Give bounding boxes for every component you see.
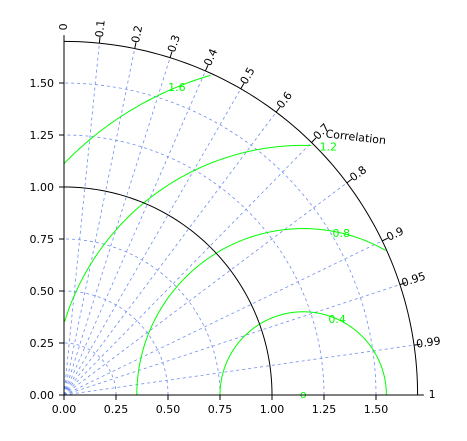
correlation-tick — [169, 51, 173, 58]
correlation-tick-label: 1 — [429, 388, 436, 401]
correlation-tick-label: 0.99 — [415, 334, 441, 350]
y-tick-label: 1.50 — [30, 77, 55, 90]
correlation-tick — [382, 237, 389, 242]
std-grid-arc — [63, 342, 117, 396]
correlation-tick-label: 0.5 — [238, 65, 258, 87]
correlation-grid-line — [63, 88, 242, 396]
rms-contours-layer: 0.40.81.21.6o — [63, 74, 387, 401]
correlation-grid-line — [63, 111, 277, 396]
correlation-grid-line — [63, 284, 401, 396]
correlation-grid-line — [63, 48, 136, 396]
correlation-tick — [240, 83, 245, 90]
x-tick-label: 0.00 — [52, 403, 77, 416]
correlation-tick-label: 0.9 — [384, 224, 405, 243]
correlation-tick — [275, 106, 281, 113]
x-tick-label: 1.50 — [364, 403, 389, 416]
correlation-tick — [134, 42, 137, 49]
correlation-tick — [98, 36, 101, 44]
correlation-grid-line — [63, 57, 171, 396]
correlation-grid-line — [63, 344, 415, 396]
correlation-tick-label: 0.4 — [201, 47, 220, 68]
rms-contour-label: 1.2 — [320, 141, 338, 154]
correlation-tick — [399, 282, 407, 286]
x-tick-label: 1.25 — [312, 403, 337, 416]
x-tick-label: 1.00 — [260, 403, 285, 416]
correlation-tick-label: 0.6 — [274, 89, 295, 111]
y-tick-label: 0.25 — [30, 337, 55, 350]
correlation-tick-label: 0.95 — [400, 270, 427, 290]
y-tick-label: 0.75 — [30, 233, 55, 246]
rms-contour — [136, 228, 386, 396]
rms-contour-label: 0.8 — [333, 227, 351, 240]
correlation-tick — [413, 343, 421, 346]
correlation-grid-line — [63, 70, 206, 396]
y-tick-label: 0.00 — [30, 389, 55, 402]
outer-correlation-arc — [63, 40, 419, 396]
x-tick-label: 0.25 — [104, 403, 129, 416]
correlation-tick-label: 0.3 — [165, 33, 183, 54]
rms-contour — [63, 74, 211, 164]
correlation-tick-label: 0.2 — [129, 24, 145, 44]
rms-contour-label: 1.6 — [168, 81, 186, 94]
std-grid-arc — [63, 290, 169, 396]
std-grid-arc — [63, 238, 221, 396]
correlation-tick-label: 0.8 — [347, 163, 369, 184]
reference-std-arc — [63, 186, 273, 396]
rms-contour — [219, 311, 387, 396]
correlation-tick — [311, 137, 317, 143]
correlation-grid-line — [63, 142, 312, 396]
correlation-tick — [346, 178, 353, 184]
y-tick-label: 1.25 — [30, 129, 55, 142]
y-tick-label: 1.00 — [30, 181, 55, 194]
std-grid-arc — [63, 134, 325, 396]
x-tick-label: 0.50 — [156, 403, 181, 416]
correlation-tick — [204, 65, 209, 72]
correlation-grid-line — [63, 182, 348, 396]
std-grid-arc — [63, 82, 377, 396]
correlation-tick-label: 0 — [57, 23, 70, 30]
correlation-tick-label: 0.1 — [93, 19, 108, 38]
rms-contour-label: 0.4 — [328, 313, 346, 326]
rms-contour — [64, 144, 312, 322]
correlation-grid-line — [63, 240, 383, 396]
x-tick-label: 0.75 — [208, 403, 233, 416]
labels-layer: 0.00 0.25 0.50 0.75 1.00 1.25 1.500.000.250.50… — [30, 19, 442, 416]
y-tick-label: 0.50 — [30, 285, 55, 298]
axes-layer — [59, 35, 424, 400]
correlation-grid-line — [63, 43, 100, 396]
